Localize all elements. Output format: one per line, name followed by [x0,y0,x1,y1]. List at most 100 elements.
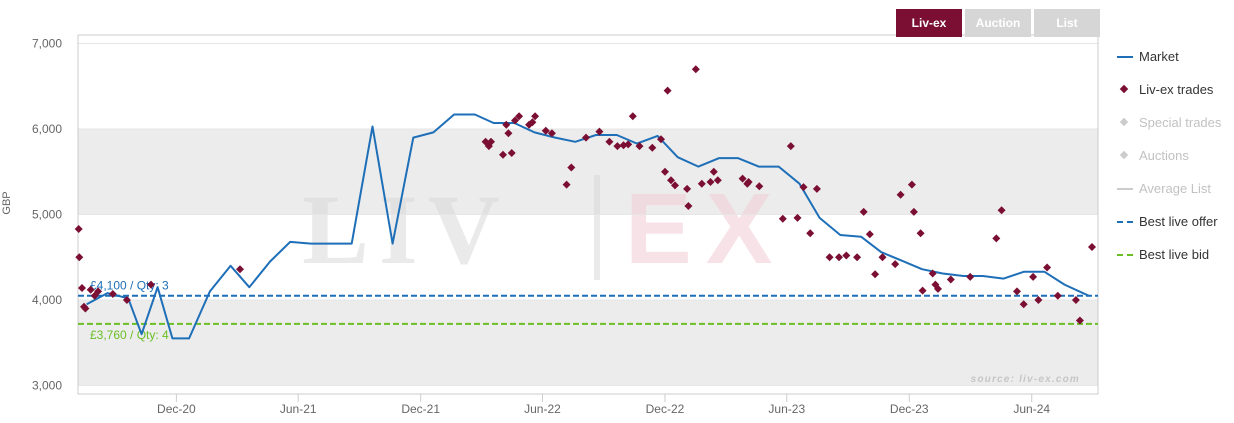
trade-point [504,129,513,138]
trade-point [835,253,843,262]
trade-point [74,225,83,233]
trade-point [799,183,808,192]
trade-point [487,137,495,146]
trade-point [697,179,706,188]
x-tick-label: Jun-21 [280,402,317,416]
data-source-tabs: Liv-ex Auction List [896,9,1103,37]
trade-point [997,206,1006,215]
trade-point [896,190,905,199]
trade-point [635,142,644,151]
y-tick-label: 3,000 [32,378,62,392]
market-line [86,113,1090,340]
trade-point [918,286,927,295]
legend-label: Special trades [1139,115,1222,130]
legend-item[interactable]: Special trades [1117,106,1221,139]
y-axis-title: GBP [1,191,13,214]
tab-livex[interactable]: Liv-ex [896,9,962,37]
trade-point [613,142,622,151]
legend-item[interactable]: Liv-ex trades [1117,73,1221,106]
trade-point [909,207,918,216]
line-icon [1117,51,1139,63]
trade-point [907,180,916,189]
trade-point [528,118,537,127]
trade-point [81,304,90,313]
diamond-icon [1117,150,1139,162]
trade-point [499,150,507,159]
line-icon [1117,249,1139,261]
trade-point [859,207,868,216]
legend-item[interactable]: Best live bid [1117,238,1221,271]
y-tick-label: 6,000 [32,122,62,136]
trade-point [605,137,614,146]
trade-point [786,142,795,151]
source-text: source: liv-ex.com [971,374,1080,385]
diamond-icon [1117,117,1139,129]
trade-point [966,272,975,281]
trade-point [853,253,862,262]
trade-point [562,180,571,189]
trade-point [86,285,95,294]
trade-point [713,176,722,185]
trade-point [878,253,887,262]
trade-point [992,234,1001,243]
watermark-divider [594,175,600,280]
legend-item[interactable]: Best live offer [1117,205,1221,238]
x-tick-label: Jun-23 [768,402,805,416]
trade-point [706,178,715,186]
line-icon [1117,216,1139,228]
trade-point [595,127,604,136]
legend-label: Best live offer [1139,214,1218,229]
trade-point [567,163,576,172]
trade-point [663,86,672,95]
legend-label: Liv-ex trades [1139,82,1214,97]
axes: 3,000 4,000 5,000 6,000 7,000 GBP Dec-20 Jun-21… [1,34,1099,416]
trade-point [928,269,937,278]
trade-point [916,229,925,238]
trades-series [74,65,1096,325]
gridlines [78,43,1098,386]
trade-point [683,184,692,193]
x-tick-label: Dec-23 [890,402,929,416]
legend-label: Best live bid [1139,247,1210,262]
trade-point [628,112,637,121]
trade-point [671,181,679,190]
trade-point [541,126,550,135]
trade-point [891,260,900,269]
trade-point [78,284,86,292]
trade-point [108,290,117,298]
trade-point [778,214,787,223]
legend-item[interactable]: Market [1117,40,1221,73]
trade-point [684,202,693,210]
trade-point [738,174,747,183]
x-tick-label: Jun-22 [524,402,561,416]
legend-label: Average List [1139,181,1212,196]
legend-item[interactable]: Average List [1117,172,1221,205]
trade-point [842,251,851,260]
tab-list[interactable]: List [1034,9,1100,37]
trade-point [825,253,834,262]
best-live-bid-label: £3,760 / Qty: 4 [90,328,169,342]
legend-item[interactable]: Auctions [1117,139,1221,172]
watermark: LIV EX [302,173,772,285]
watermark-liv: LIV [302,174,510,285]
tab-auction[interactable]: Auction [965,9,1031,37]
trade-point [1088,243,1096,251]
trade-point [691,65,700,74]
trade-point [582,133,590,142]
trade-point [624,140,633,149]
x-tick-label: Dec-21 [401,402,440,416]
trade-point [502,120,511,129]
trade-point [236,265,244,274]
trade-point [531,112,540,121]
trade-point [507,149,516,157]
trade-point [661,167,669,176]
trade-point [667,176,675,185]
trade-point [934,284,942,293]
trade-point [657,135,665,144]
trade-point [793,213,802,222]
trade-point [515,112,524,121]
trade-point [147,280,155,289]
trade-point [547,129,556,138]
trade-point [1019,300,1028,309]
